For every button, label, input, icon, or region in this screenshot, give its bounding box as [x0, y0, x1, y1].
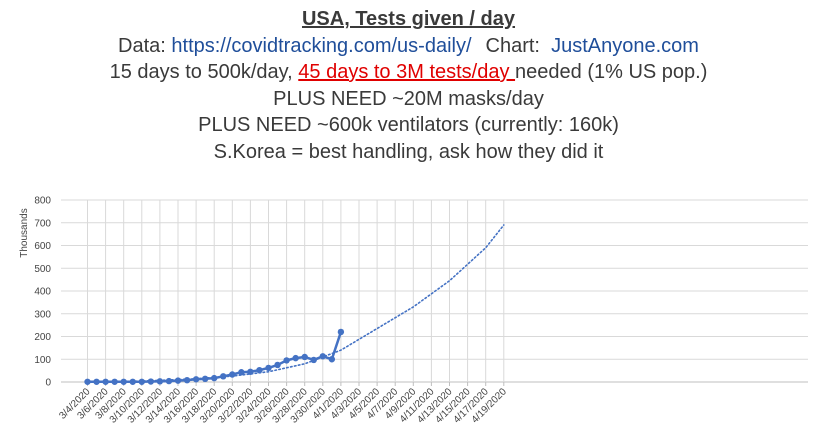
y-tick-label: 500	[34, 264, 51, 275]
y-tick-label: 0	[45, 378, 51, 389]
y-tick-label: 100	[34, 355, 51, 366]
y-tick-label: 700	[34, 218, 51, 229]
chart-title: USA, Tests given / day	[301, 8, 516, 30]
data-point	[310, 356, 317, 364]
data-point	[165, 377, 173, 385]
y-axis-label: Thousands	[19, 208, 30, 257]
data-point	[120, 378, 127, 385]
line-chart: 0 100 200 300 400 500 600 700 800 3/4/20203/6/20…	[19, 196, 808, 426]
y-tick-label: 600	[34, 241, 51, 252]
data-point	[138, 378, 145, 385]
data-point	[283, 357, 290, 364]
data-point	[183, 376, 191, 384]
source-line: Data: https://covidtracking.com/us-daily…	[0, 33, 817, 60]
data-point	[265, 364, 272, 372]
chart-site-link[interactable]: JustAnyone.com	[551, 34, 699, 57]
tests-series	[84, 328, 345, 385]
data-point	[102, 378, 109, 385]
data-point	[247, 368, 254, 375]
data-prefix: Data:	[118, 34, 172, 57]
korea-line: S.Korea = best handling, ask how they di…	[213, 140, 604, 163]
data-point	[301, 353, 308, 361]
data-point	[238, 369, 245, 376]
data-point	[220, 373, 227, 380]
data-point	[192, 376, 200, 383]
data-point	[319, 353, 326, 360]
target-text-highlight: 45 days to 3M tests/day	[298, 61, 516, 83]
y-tick-label: 400	[34, 287, 51, 298]
y-axis: 0 100 200 300 400 500 600 700 800	[34, 196, 51, 389]
target-text-c: needed (1% US pop.)	[515, 61, 708, 83]
target-line: 15 days to 500k/day, 45 days to 3M tests…	[0, 59, 817, 86]
target-text-a: 15 days to 500k/day,	[109, 61, 299, 83]
data-point	[292, 354, 299, 362]
ventilators-line: PLUS NEED ~600k ventilators (currently: …	[198, 114, 619, 136]
data-point	[84, 378, 91, 385]
x-axis: 3/4/20203/6/20203/8/20203/10/20203/12/20…	[57, 382, 509, 426]
y-tick-label: 300	[34, 309, 51, 320]
data-point	[129, 378, 136, 385]
data-point	[156, 378, 164, 385]
data-source-link[interactable]: https://covidtracking.com/us-daily/	[171, 34, 472, 57]
y-tick-label: 800	[34, 196, 51, 207]
data-point	[211, 374, 218, 382]
chart-header: USA, Tests given / day Data: https://cov…	[0, 6, 817, 165]
data-point	[147, 378, 155, 385]
masks-line: PLUS NEED ~20M masks/day	[273, 87, 544, 110]
data-point	[201, 375, 209, 383]
data-point	[229, 371, 236, 378]
data-point	[174, 377, 182, 384]
data-point	[93, 378, 100, 385]
data-point	[328, 356, 336, 363]
data-point	[337, 328, 345, 336]
data-point	[111, 378, 118, 385]
chart-prefix: Chart:	[485, 34, 546, 57]
data-point	[256, 366, 263, 374]
title-line: USA, Tests given / day	[0, 6, 817, 33]
data-point	[274, 361, 281, 369]
y-tick-label: 200	[34, 332, 51, 343]
